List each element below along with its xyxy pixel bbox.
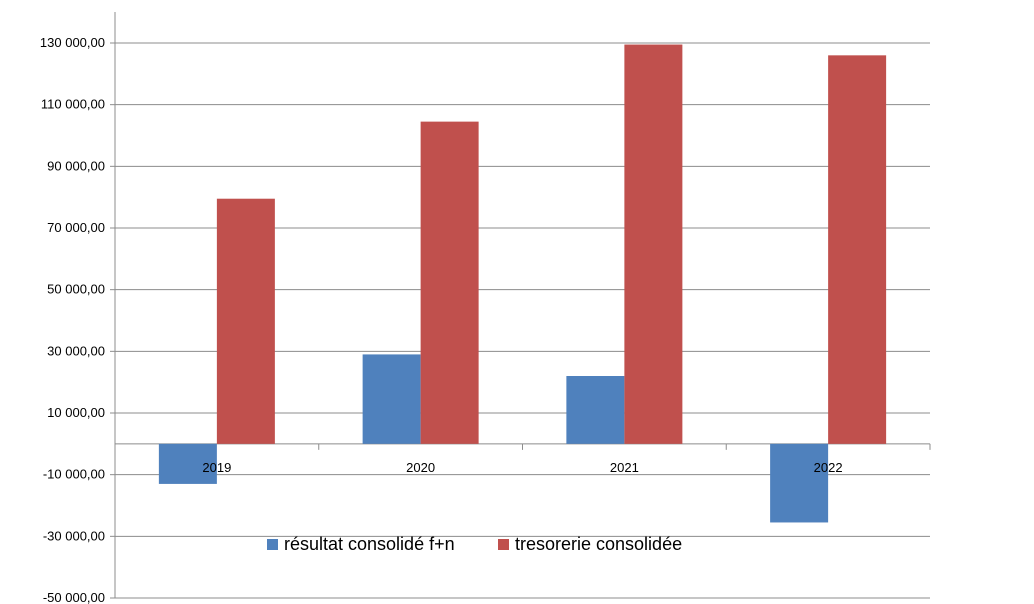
legend-swatch [267,539,278,550]
category-labels: 2019 2020 2021 2022 [202,460,842,475]
y-tick-label: 30 000,00 [47,343,105,358]
bars [158,44,887,523]
category-label: 2021 [610,460,639,475]
legend: résultat consolidé f+n tresorerie consoli… [267,534,682,554]
y-tick-label: 70 000,00 [47,220,105,235]
bar-resultat-2022 [770,443,829,523]
legend-label: tresorerie consolidée [515,534,682,554]
y-tick-label: -10 000,00 [43,467,105,482]
y-tick-label: 10 000,00 [47,405,105,420]
bar-resultat-2020 [362,354,421,444]
bar-tresorerie-2021 [624,44,683,444]
y-tick-label: 110 000,00 [41,97,105,112]
y-tick-label: 130 000,00 [40,35,105,50]
category-label: 2020 [406,460,435,475]
bar-tresorerie-2020 [420,121,479,444]
legend-label: résultat consolidé f+n [284,534,455,554]
y-tick-label: 50 000,00 [47,282,105,297]
y-tick-label: -50 000,00 [43,590,105,604]
y-axis-tick-labels: -50 000,00 -30 000,00 -10 000,00 10 000,00 3… [40,35,105,604]
legend-swatch [498,539,509,550]
bar-resultat-2021 [566,376,625,444]
bar-tresorerie-2019 [216,198,275,444]
category-label: 2019 [202,460,231,475]
bar-resultat-2019 [158,443,217,484]
y-tick-label: 90 000,00 [47,158,105,173]
category-axis-ticks [114,443,931,450]
y-tick-label: -30 000,00 [43,528,105,543]
bar-tresorerie-2022 [828,55,887,444]
category-label: 2022 [814,460,843,475]
